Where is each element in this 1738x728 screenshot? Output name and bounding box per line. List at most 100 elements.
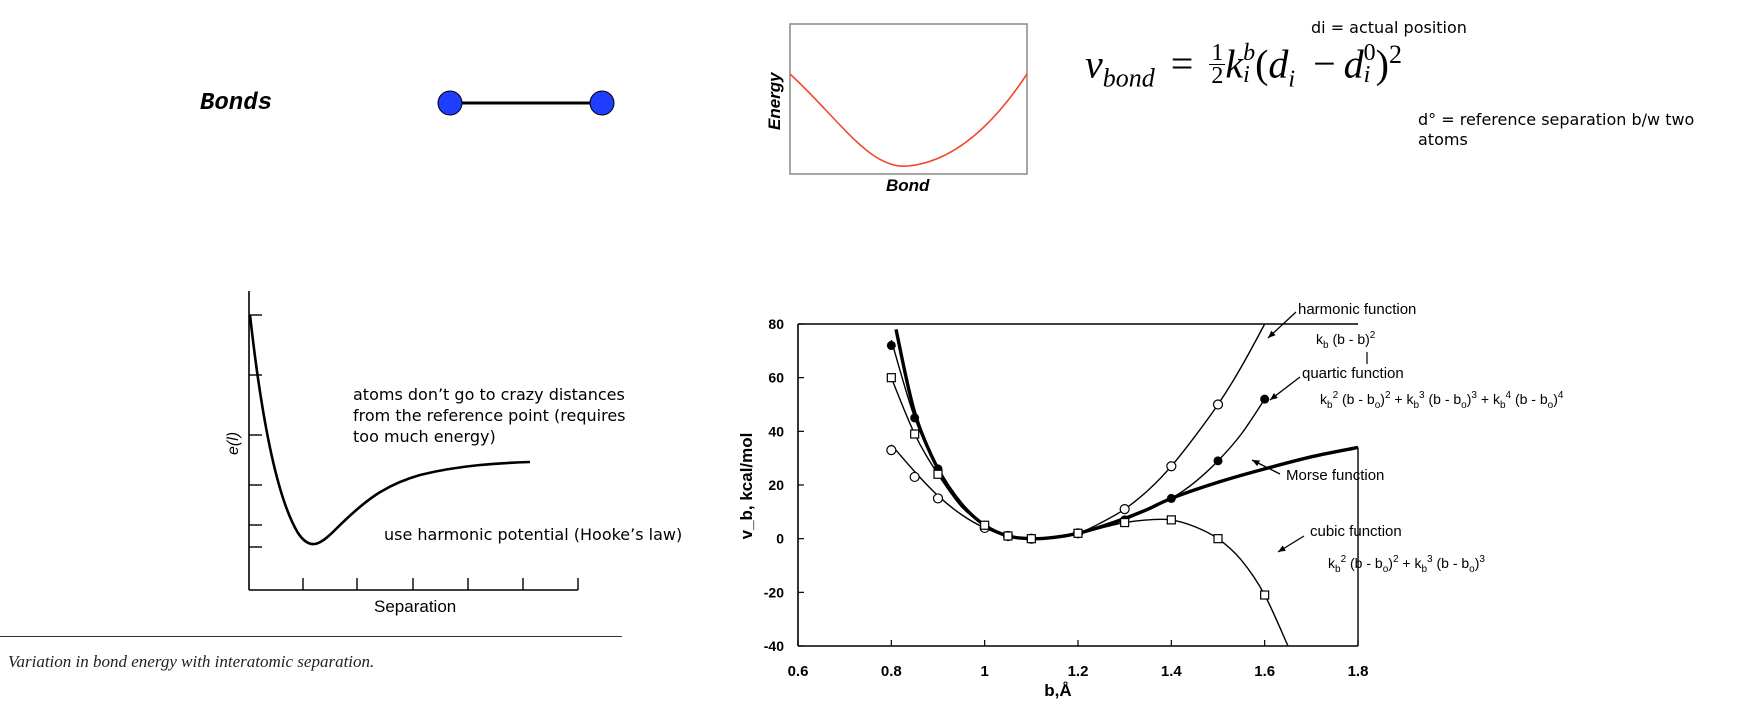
formula-k: k — [1225, 41, 1244, 87]
quartic-term-body: (b - b — [1425, 391, 1462, 407]
mini-plot-frame — [789, 23, 1028, 175]
point-harmonic-function — [886, 445, 897, 456]
formula-d2-sup: 0 — [1363, 40, 1376, 67]
quartic-term-k: k — [1493, 391, 1501, 407]
point-cubic-function — [886, 373, 896, 383]
atom-right — [589, 90, 615, 116]
series-line-cubic-function — [890, 377, 1289, 647]
quartic-term-sup: 2 — [1333, 390, 1339, 401]
point-harmonic-function — [1166, 461, 1177, 472]
x-tick-label: 1 — [980, 663, 988, 680]
quartic-term-close: ) — [1467, 391, 1472, 407]
series-line-quartic-function — [890, 339, 1266, 540]
cubic-term-close: ) — [1475, 555, 1480, 571]
annotation-crazy-distances: atoms don’t go to crazy distances from t… — [353, 385, 626, 446]
point-cubic-function — [1073, 528, 1083, 538]
y-tick-label: 40 — [768, 423, 784, 439]
formula-k-sub: i — [1243, 62, 1250, 89]
formula-d1: d — [1268, 41, 1289, 87]
y-tick-label: 20 — [768, 477, 784, 493]
quartic-term-close: ) — [1553, 391, 1558, 407]
bond-energy-formula: vbond = 1 2 k b i (di − d 0 i)2 — [1085, 40, 1402, 100]
label-harmonic-function: harmonic function — [1298, 301, 1416, 318]
y-tick-label: 60 — [768, 370, 784, 386]
cubic-term-pow: 3 — [1479, 554, 1485, 565]
quartic-term-sub2: o — [1461, 400, 1467, 411]
y-tick-label: 80 — [768, 316, 784, 332]
note-actual-position: di = actual position — [1311, 18, 1467, 37]
formula-d1-sub: i — [1288, 66, 1296, 93]
cubic-term-sub: b — [1335, 564, 1341, 575]
label-morse-function: Morse function — [1286, 467, 1384, 484]
chart-xlabel: b,Å — [1044, 681, 1071, 700]
point-quartic-function — [1166, 493, 1176, 503]
cubic-term-sub: b — [1421, 564, 1427, 575]
quartic-term-pow: 2 — [1385, 390, 1391, 401]
left-caption: Variation in bond energy with interatomi… — [8, 652, 375, 671]
mini-plot-ylabel: Energy — [765, 71, 784, 130]
point-cubic-function — [1003, 531, 1013, 541]
harmonic-formula-sub: b — [1323, 340, 1329, 351]
atom-left — [437, 90, 463, 116]
mini-plot-xlabel: Bond — [886, 176, 930, 195]
series-line-harmonic-function — [890, 323, 1266, 540]
point-harmonic-function — [1119, 504, 1130, 515]
potential-functions-chart: 0.6 0.8 1 1.2 1.4 1.6 1.8 80 60 40 20 0 -20 -40 b,Å v_b… — [737, 301, 1564, 700]
point-harmonic-function — [909, 471, 920, 483]
chart-ylabel: v_b, kcal/mol — [737, 433, 756, 540]
quartic-term-pow: 3 — [1471, 390, 1477, 401]
quartic-term-pow: 4 — [1558, 390, 1564, 401]
bonds-label: Bonds — [200, 90, 273, 117]
bond-molecule-diagram — [437, 90, 615, 116]
left-caption-divider — [0, 636, 622, 637]
quartic-term-k: k — [1320, 391, 1328, 407]
x-tick-label: 1.4 — [1161, 663, 1183, 680]
arrow-cubic-head — [1278, 545, 1286, 552]
quartic-term-k: k — [1406, 391, 1414, 407]
cubic-term-sub2: o — [1469, 564, 1475, 575]
quartic-term-sup: 4 — [1506, 390, 1512, 401]
mini-plot-curve — [789, 73, 1028, 167]
cubic-term-k: k — [1328, 555, 1336, 571]
quartic-term-sub2: o — [1375, 400, 1381, 411]
annotation-harmonic-potential: use harmonic potential (Hooke’s law) — [384, 525, 683, 544]
cubic-term-sup: 2 — [1341, 554, 1347, 565]
formula-k-sup: b — [1243, 40, 1256, 67]
label-quartic-function: quartic function — [1302, 365, 1404, 382]
point-cubic-function — [1166, 515, 1176, 525]
point-quartic-function — [1213, 456, 1223, 466]
point-quartic-function — [1260, 394, 1270, 404]
y-tick-label: -20 — [764, 584, 784, 600]
x-tick-label: 1.8 — [1348, 663, 1369, 680]
quartic-term-plus: + — [1391, 391, 1407, 407]
formula-d2: d — [1343, 41, 1364, 87]
label-cubic-function: cubic function — [1310, 523, 1402, 540]
left-energy-plot: e(l) Separation — [225, 291, 579, 616]
formula-minus: − — [1313, 41, 1336, 87]
cubic-term-body: (b - b — [1346, 555, 1383, 571]
quartic-term-body: (b - b — [1511, 391, 1548, 407]
formula-half: 1 2 — [1209, 41, 1226, 89]
formula-v-sub: bond — [1102, 63, 1155, 93]
point-harmonic-function — [932, 493, 944, 504]
harmonic-formula-body: (b - b) — [1329, 331, 1370, 347]
x-tick-label: 1.2 — [1068, 663, 1089, 680]
quartic-term-sub: b — [1413, 400, 1419, 411]
point-quartic-function — [886, 340, 896, 350]
quartic-term-body: (b - b — [1338, 391, 1375, 407]
left-energy-curve — [248, 314, 531, 546]
formula-close-paren: ) — [1375, 41, 1389, 87]
quartic-term-sub2: o — [1548, 400, 1554, 411]
y-tick-label: -40 — [764, 638, 784, 654]
point-cubic-function — [1213, 534, 1223, 544]
quartic-term-sub: b — [1327, 400, 1333, 411]
point-quartic-function — [910, 413, 920, 423]
quartic-term-plus: + — [1477, 391, 1493, 407]
left-x-ticks — [302, 578, 579, 590]
left-plot-xlabel: Separation — [374, 597, 456, 616]
formula-half-den: 2 — [1211, 62, 1224, 89]
formula-open-paren: ( — [1255, 41, 1269, 87]
cubic-term-k: k — [1414, 555, 1422, 571]
